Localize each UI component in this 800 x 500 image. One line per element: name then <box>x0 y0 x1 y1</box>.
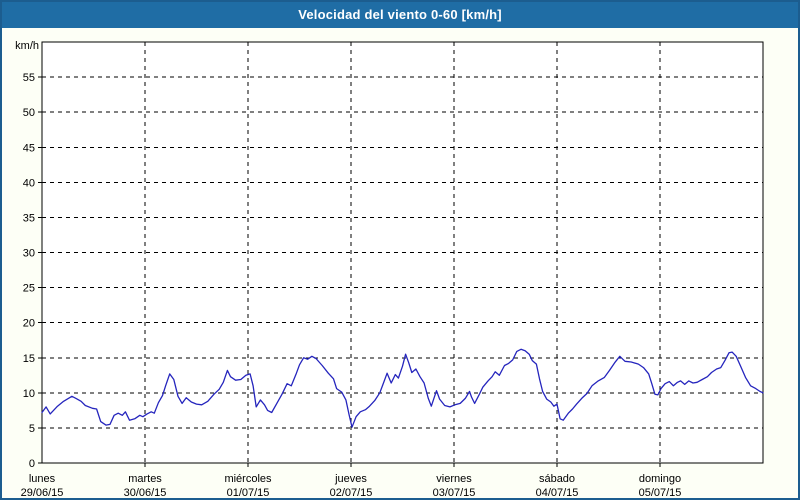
y-tick-label: 25 <box>23 283 35 295</box>
x-day-date-label: 02/07/15 <box>330 487 373 499</box>
y-tick-label: 50 <box>23 107 35 119</box>
x-day-name-label: sábado <box>539 473 575 485</box>
x-day-name-label: lunes <box>29 473 56 485</box>
y-tick-label: 0 <box>29 458 35 470</box>
x-day-name-label: martes <box>128 473 162 485</box>
y-tick-label: 10 <box>23 388 35 400</box>
x-day-date-label: 29/06/15 <box>21 487 64 499</box>
y-tick-label: 35 <box>23 212 35 224</box>
y-tick-label: 40 <box>23 177 35 189</box>
x-day-name-label: viernes <box>436 473 472 485</box>
x-day-name-label: domingo <box>639 473 681 485</box>
y-tick-label: 15 <box>23 353 35 365</box>
chart-title-bar: Velocidad del viento 0-60 [km/h] <box>2 2 798 28</box>
x-day-name-label: miércoles <box>224 473 272 485</box>
x-day-date-label: 03/07/15 <box>433 487 476 499</box>
y-tick-label: 30 <box>23 248 35 260</box>
y-tick-label: 55 <box>23 72 35 84</box>
x-day-date-label: 30/06/15 <box>124 487 167 499</box>
wind-speed-series-line <box>41 348 764 428</box>
y-tick-label: 45 <box>23 142 35 154</box>
x-day-name-label: jueves <box>334 473 367 485</box>
x-day-date-label: 05/07/15 <box>639 487 682 499</box>
y-tick-label: 5 <box>29 423 35 435</box>
x-day-date-label: 01/07/15 <box>227 487 270 499</box>
y-tick-label: 20 <box>23 318 35 330</box>
y-axis-unit-label: km/h <box>15 40 39 52</box>
x-day-date-label: 04/07/15 <box>536 487 579 499</box>
